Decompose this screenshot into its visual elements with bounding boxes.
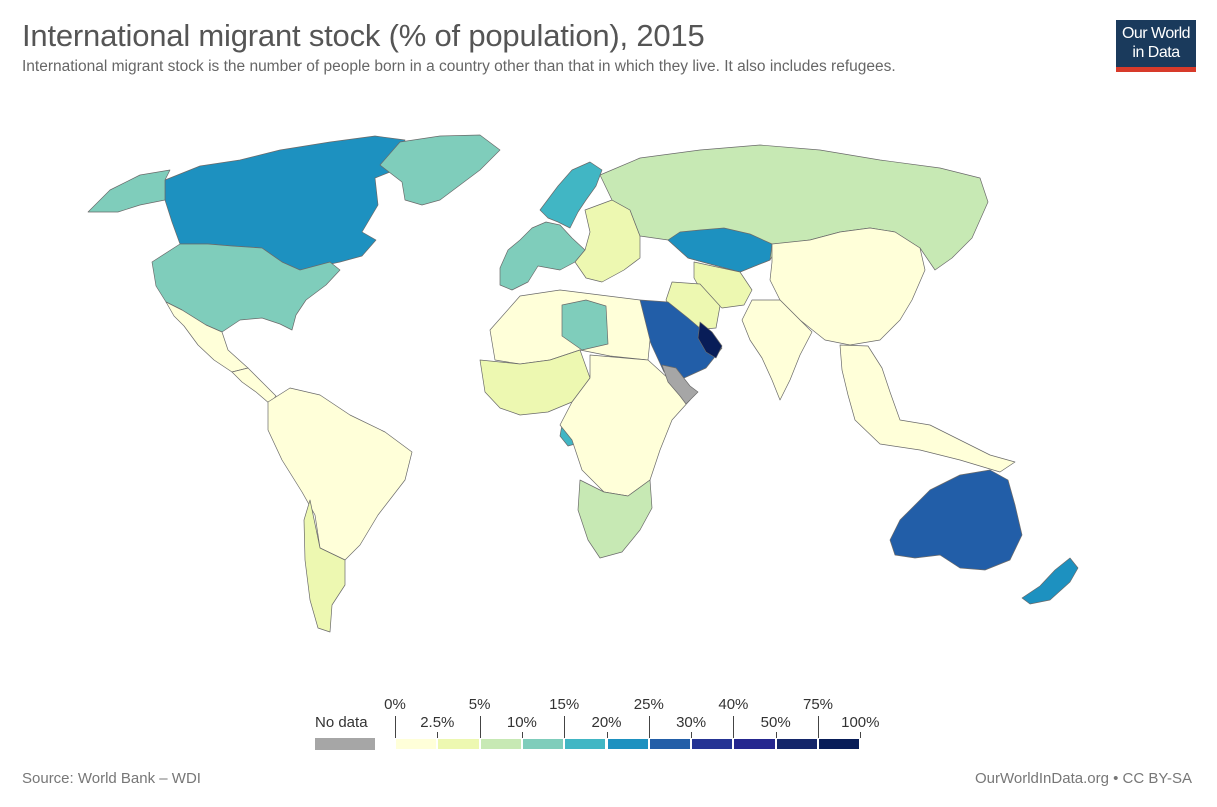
legend-tick-label: 15% bbox=[549, 696, 580, 713]
legend-swatch bbox=[691, 738, 734, 750]
region-greenland[interactable] bbox=[379, 134, 501, 206]
legend-swatch bbox=[521, 738, 565, 750]
map-legend: No data 0% 2.5% 5% 10% 15% 20% 25% 30% 40% 50% 75%… bbox=[0, 690, 1217, 760]
no-data-swatch bbox=[315, 738, 375, 750]
legend-tick-label: 25% bbox=[633, 696, 664, 713]
region-somalia-eritrea[interactable] bbox=[661, 364, 699, 405]
legend-tick-line bbox=[733, 716, 735, 738]
legend-tick-label: 10% bbox=[506, 714, 537, 731]
legend-tick-label: 20% bbox=[591, 714, 622, 731]
legend-swatch bbox=[395, 738, 438, 750]
region-india[interactable] bbox=[741, 299, 813, 401]
no-data-label: No data bbox=[315, 714, 368, 731]
legend-tick-label: 0% bbox=[384, 696, 406, 713]
legend-swatch bbox=[818, 738, 861, 750]
region-alaska[interactable] bbox=[87, 169, 171, 213]
region-southern-africa[interactable] bbox=[577, 479, 653, 559]
credit-note[interactable]: OurWorldInData.org • CC BY-SA bbox=[974, 770, 1192, 787]
region-argentina-chile[interactable] bbox=[303, 499, 346, 633]
region-scandinavia[interactable] bbox=[539, 161, 603, 229]
legend-tick-line bbox=[691, 732, 693, 738]
legend-swatch bbox=[479, 738, 522, 750]
legend-tick-line bbox=[606, 732, 608, 738]
owid-logo[interactable]: Our World in Data bbox=[1116, 20, 1196, 72]
legend-tick-line bbox=[775, 732, 777, 738]
logo-line-2: in Data bbox=[1132, 44, 1180, 61]
region-new-zealand[interactable] bbox=[1021, 557, 1079, 605]
legend-tick-label: 75% bbox=[802, 696, 834, 713]
region-western-europe[interactable] bbox=[499, 221, 586, 291]
legend-tick-label: 30% bbox=[676, 714, 707, 731]
region-southeast-asia[interactable] bbox=[839, 344, 1016, 473]
legend-tick-label: 40% bbox=[718, 696, 749, 713]
source-note[interactable]: Source: World Bank – WDI bbox=[22, 770, 201, 787]
world-map bbox=[87, 134, 1079, 633]
region-gulf-states[interactable] bbox=[697, 321, 723, 359]
legend-swatch bbox=[648, 738, 692, 750]
legend-tick-label: 2.5% bbox=[420, 714, 455, 731]
chart-title: International migrant stock (% of popula… bbox=[22, 18, 705, 53]
region-south-america[interactable] bbox=[267, 387, 413, 561]
region-eastern-europe[interactable] bbox=[574, 199, 641, 283]
region-libya[interactable] bbox=[561, 299, 609, 351]
legend-tick-line bbox=[564, 716, 566, 738]
legend-tick-line bbox=[521, 732, 523, 738]
legend-tick-line bbox=[479, 716, 481, 738]
legend-swatch bbox=[775, 738, 818, 750]
legend-swatch bbox=[437, 738, 480, 750]
legend-tick-line bbox=[395, 716, 396, 738]
map-regions bbox=[87, 134, 1079, 633]
legend-tick-line bbox=[648, 716, 650, 738]
region-australia[interactable] bbox=[889, 469, 1023, 571]
logo-accent-bar bbox=[1116, 67, 1196, 72]
legend-swatch bbox=[606, 738, 649, 750]
chart-subtitle: International migrant stock is the numbe… bbox=[22, 58, 896, 75]
legend-tick-line bbox=[437, 732, 439, 738]
region-central-america[interactable] bbox=[231, 367, 277, 405]
region-china[interactable] bbox=[769, 227, 926, 346]
legend-tick-line bbox=[818, 716, 819, 738]
legend-tick-label: 5% bbox=[468, 696, 491, 713]
legend-tick-line bbox=[860, 732, 862, 738]
legend-tick-label: 50% bbox=[760, 714, 791, 731]
legend-swatch bbox=[564, 738, 607, 750]
legend-swatch bbox=[733, 738, 776, 750]
legend-tick-label: 100% bbox=[841, 714, 880, 731]
logo-line-1: Our World bbox=[1121, 25, 1191, 42]
